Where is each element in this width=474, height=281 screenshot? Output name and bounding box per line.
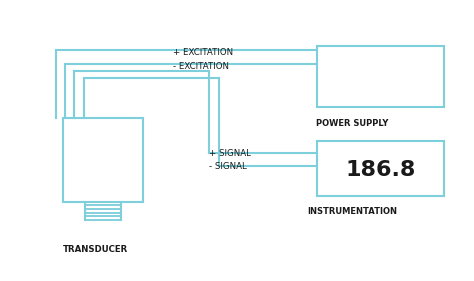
Text: 186.8: 186.8 bbox=[346, 160, 416, 180]
Text: POWER SUPPLY: POWER SUPPLY bbox=[316, 119, 389, 128]
Text: + SIGNAL: + SIGNAL bbox=[209, 149, 251, 158]
Bar bbox=[317, 46, 444, 107]
Text: TRANSDUCER: TRANSDUCER bbox=[63, 244, 128, 253]
Text: + EXCITATION: + EXCITATION bbox=[173, 48, 234, 57]
Text: - SIGNAL: - SIGNAL bbox=[209, 162, 246, 171]
Text: INSTRUMENTATION: INSTRUMENTATION bbox=[308, 207, 398, 216]
Bar bbox=[317, 140, 444, 196]
Bar bbox=[63, 118, 143, 202]
Text: - EXCITATION: - EXCITATION bbox=[173, 62, 229, 71]
